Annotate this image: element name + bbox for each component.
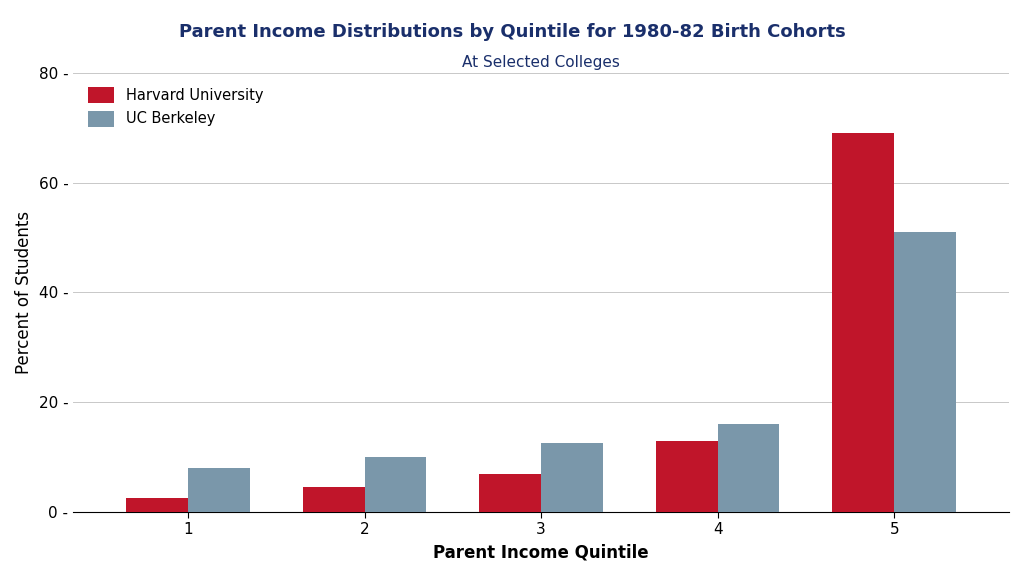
Text: Parent Income Distributions by Quintile for 1980-82 Birth Cohorts: Parent Income Distributions by Quintile …	[178, 23, 846, 41]
Bar	[894, 232, 956, 512]
Bar	[126, 498, 188, 512]
Bar	[718, 424, 779, 512]
Bar	[833, 133, 894, 512]
Bar	[655, 441, 718, 512]
Bar	[541, 444, 603, 512]
X-axis label: Parent Income Quintile: Parent Income Quintile	[433, 543, 649, 561]
Bar	[479, 473, 541, 512]
Legend: Harvard University, UC Berkeley: Harvard University, UC Berkeley	[81, 80, 270, 134]
Bar	[303, 487, 365, 512]
Title: At Selected Colleges: At Selected Colleges	[462, 55, 620, 70]
Bar	[188, 468, 250, 512]
Y-axis label: Percent of Students: Percent of Students	[15, 211, 33, 374]
Bar	[365, 457, 426, 512]
